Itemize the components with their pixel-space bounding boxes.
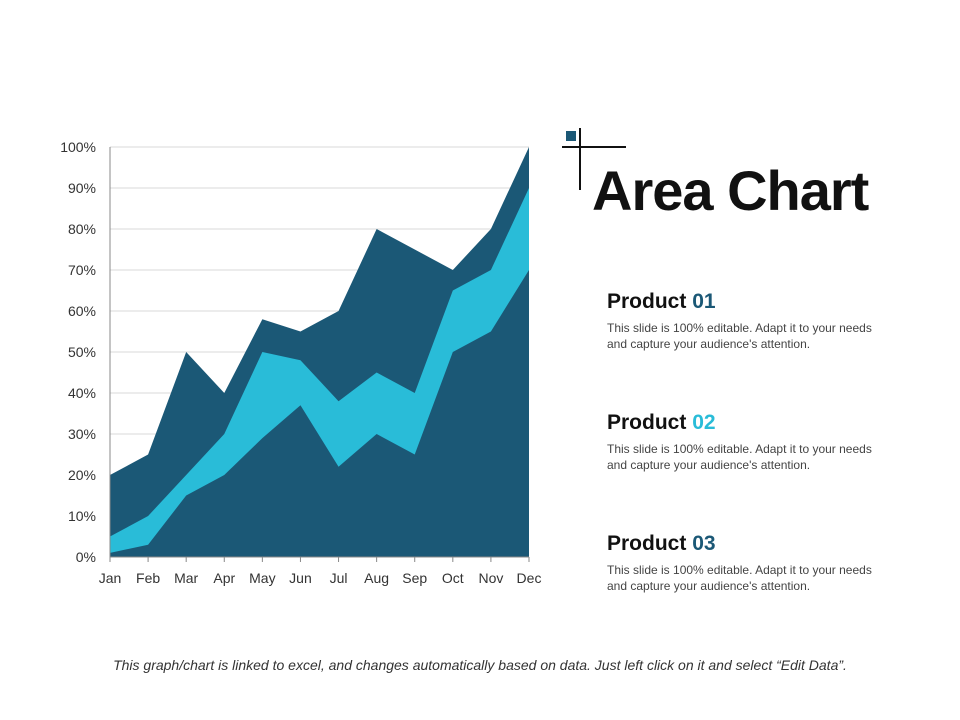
area-series-3 [110,270,529,557]
product-description-line: This slide is 100% editable. Adapt it to… [607,321,872,335]
x-tick-label: Sep [402,570,427,586]
x-tick-label: Jan [99,570,122,586]
x-tick-label: Feb [136,570,160,586]
x-tick-label: Apr [213,570,235,586]
y-tick-label: 10% [68,508,96,524]
x-tick-label: Aug [364,570,389,586]
y-tick-label: 100% [60,139,96,155]
product-description: This slide is 100% editable. Adapt it to… [607,320,907,352]
product-description: This slide is 100% editable. Adapt it to… [607,441,907,473]
product-number: 03 [692,532,716,555]
y-tick-label: 30% [68,426,96,442]
product-name: Product [607,290,687,313]
product-title: Product 02 [607,411,907,435]
x-tick-label: Nov [478,570,503,586]
product-description-line: and capture your audience's attention. [607,337,811,351]
product-description-line: This slide is 100% editable. Adapt it to… [607,442,872,456]
y-tick-label: 50% [68,344,96,360]
page-title: Area Chart [592,159,869,222]
decorative-square [566,131,576,141]
area-series [110,147,529,557]
product-title: Product 03 [607,532,907,556]
y-tick-label: 90% [68,180,96,196]
axes [109,147,530,562]
decorative-horizontal-line [562,146,626,148]
product-description-line: This slide is 100% editable. Adapt it to… [607,563,872,577]
footer-note: This graph/chart is linked to excel, and… [113,657,847,673]
y-tick-label: 80% [68,221,96,237]
decorative-vertical-line [579,128,581,190]
product-item-2: Product 02 This slide is 100% editable. … [607,411,907,473]
product-number: 02 [692,411,716,434]
product-description-line: and capture your audience's attention. [607,458,811,472]
y-tick-label: 20% [68,467,96,483]
product-item-1: Product 01 This slide is 100% editable. … [607,290,907,352]
y-tick-label: 0% [76,549,96,565]
product-item-3: Product 03 This slide is 100% editable. … [607,532,907,594]
y-tick-label: 60% [68,303,96,319]
product-description: This slide is 100% editable. Adapt it to… [607,562,907,594]
product-number: 01 [692,290,716,313]
x-tick-label: Jun [289,570,312,586]
product-title: Product 01 [607,290,907,314]
x-tick-labels: Jan Feb Mar Apr May Jun Jul Aug Sep Oct Nov Dec [99,570,542,586]
product-name: Product [607,532,687,555]
product-name: Product [607,411,687,434]
y-tick-label: 40% [68,385,96,401]
product-description-line: and capture your audience's attention. [607,579,811,593]
x-tick-label: Mar [174,570,198,586]
y-tick-label: 70% [68,262,96,278]
x-tick-label: May [249,570,275,586]
x-tick-label: Dec [517,570,542,586]
x-tick-label: Jul [330,570,348,586]
x-tick-label: Oct [442,570,464,586]
y-tick-labels: 0% 10% 20% 30% 40% 50% 60% 70% 80% 90% 100% [60,139,96,565]
